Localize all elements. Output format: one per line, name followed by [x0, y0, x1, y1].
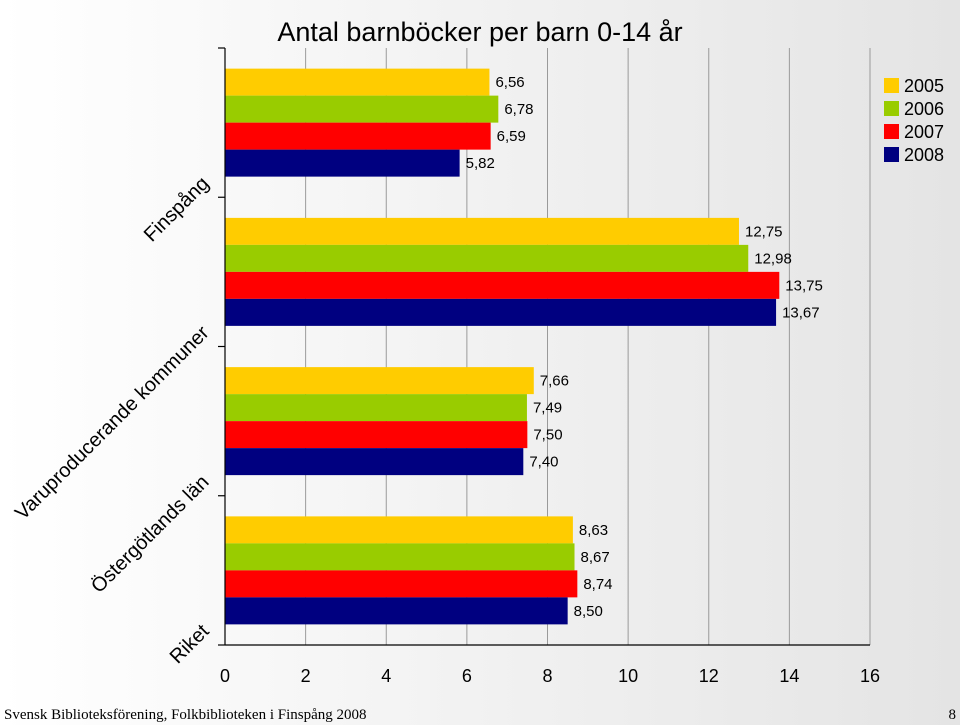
- x-tick-label: 8: [542, 666, 552, 686]
- axes: 0 2 4 6 8 10 12 14 16: [218, 47, 880, 686]
- data-label-2007: 13,75: [785, 277, 823, 294]
- legend-swatch-2005: [884, 78, 899, 93]
- legend-label: 2007: [904, 122, 944, 142]
- legend-swatch-2007: [884, 124, 899, 139]
- bar-2008: [225, 149, 460, 177]
- bar-2005: [225, 516, 573, 544]
- bars: [225, 68, 780, 625]
- data-label-2005: 12,75: [745, 223, 783, 240]
- bar-2008: [225, 597, 568, 625]
- data-label-2008: 5,82: [466, 155, 495, 172]
- bar-2007: [225, 421, 528, 449]
- data-label-2007: 8,74: [583, 576, 612, 593]
- data-label-2006: 12,98: [754, 250, 792, 267]
- legend: 2005 2006 2007 2008: [884, 76, 944, 165]
- data-label-2005: 7,66: [540, 373, 569, 390]
- bar-2008: [225, 448, 524, 476]
- data-label-2008: 7,40: [529, 454, 558, 471]
- data-label-2008: 8,50: [574, 603, 603, 620]
- bar-2005: [225, 217, 739, 245]
- x-tick-label: 10: [618, 666, 638, 686]
- bar-2006: [225, 543, 575, 571]
- x-tick-label: 16: [860, 666, 880, 686]
- x-tick-label: 14: [779, 666, 799, 686]
- footer-source: Svensk Biblioteksförening, Folkbibliotek…: [4, 707, 367, 723]
- bar-2006: [225, 95, 499, 123]
- x-tick-label: 0: [220, 666, 230, 686]
- x-tick-label: 4: [381, 666, 391, 686]
- legend-label: 2008: [904, 145, 944, 165]
- bar-2008: [225, 298, 777, 326]
- bar-2007: [225, 570, 578, 598]
- data-label-2007: 7,50: [533, 427, 562, 444]
- x-tick-label: 12: [699, 666, 719, 686]
- bar-2007: [225, 122, 491, 150]
- chart-title: Antal barnböcker per barn 0-14 år: [277, 17, 682, 47]
- bar-2006: [225, 394, 527, 422]
- bar-2005: [225, 367, 534, 395]
- data-labels: 6,56 6,78 6,595,82 12,75 12,98 13,75 13,67 7,66…: [466, 74, 823, 620]
- x-tick-label: 6: [462, 666, 472, 686]
- legend-swatch-2006: [884, 101, 899, 116]
- data-label-2006: 6,78: [504, 101, 533, 118]
- bar-2006: [225, 244, 749, 272]
- x-tick-label: 2: [301, 666, 311, 686]
- data-label-2005: 6,56: [495, 74, 524, 91]
- data-label-2005: 8,63: [579, 522, 608, 539]
- bar-2005: [225, 68, 490, 96]
- legend-label: 2005: [904, 76, 944, 96]
- data-label-2006: 7,49: [533, 400, 562, 417]
- data-label-2008: 13,67: [782, 304, 820, 321]
- data-label-2007: 6,59: [497, 128, 526, 145]
- legend-swatch-2008: [884, 147, 899, 162]
- legend-label: 2006: [904, 99, 944, 119]
- bar-2007: [225, 271, 780, 299]
- page-number: 8: [948, 707, 957, 723]
- data-label-2006: 8,67: [581, 549, 610, 566]
